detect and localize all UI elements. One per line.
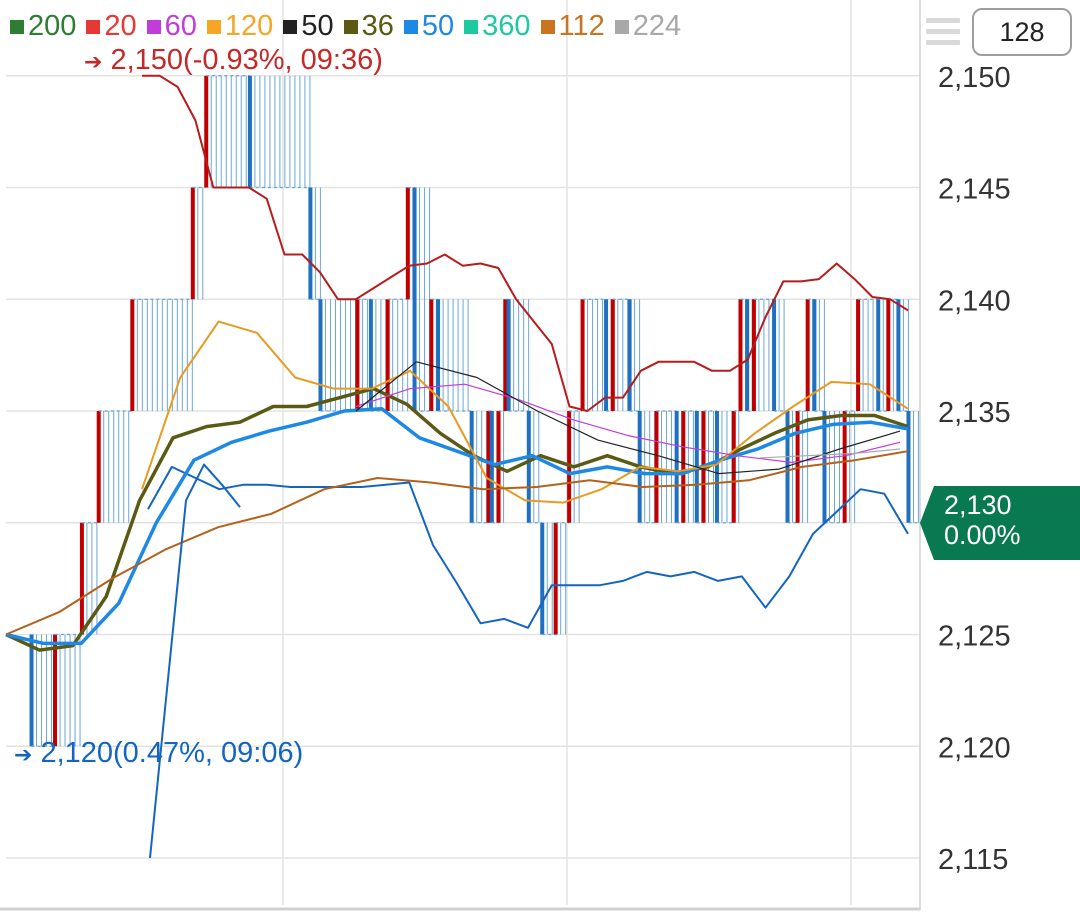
legend-label: 360 bbox=[482, 10, 531, 42]
legend-label: 60 bbox=[164, 10, 197, 42]
legend-label: 36 bbox=[361, 10, 394, 42]
y-tick-label: 2,115 bbox=[938, 844, 1008, 876]
count-button[interactable]: 128 bbox=[972, 8, 1072, 56]
legend-item: 200 bbox=[10, 10, 76, 43]
legend-label: 120 bbox=[224, 10, 274, 42]
low-price-text: 2,120(0.47%, 09:06) bbox=[40, 737, 304, 769]
legend-swatch bbox=[146, 19, 161, 34]
legend-swatch bbox=[464, 19, 479, 34]
current-price-change: 0.00% bbox=[944, 520, 1021, 550]
legend-swatch bbox=[343, 19, 358, 34]
arrow-right-icon: ➔ bbox=[84, 49, 103, 74]
y-tick-label: 2,140 bbox=[938, 285, 1011, 317]
legend-label: 112 bbox=[558, 10, 605, 42]
low-price-label: ➔ 2,120(0.47%, 09:06) bbox=[14, 737, 303, 770]
series-line bbox=[5, 407, 909, 646]
legend-item: 50 bbox=[283, 10, 334, 43]
series-line bbox=[147, 465, 909, 629]
y-tick-label: 2,150 bbox=[938, 62, 1011, 94]
series-line bbox=[759, 448, 901, 459]
legend-label: 50 bbox=[421, 10, 455, 42]
legend-label: 20 bbox=[104, 10, 137, 42]
legend-swatch bbox=[86, 19, 101, 34]
current-price-value: 2,130 bbox=[944, 490, 1012, 520]
y-tick-label: 2,120 bbox=[938, 732, 1011, 764]
legend-item: 360 bbox=[464, 10, 531, 43]
series-line bbox=[355, 383, 901, 463]
current-price-tag: 2,130 0.00% bbox=[920, 486, 1080, 560]
legend-swatch bbox=[206, 19, 221, 34]
legend-swatch bbox=[614, 19, 629, 34]
legend-label: 200 bbox=[28, 10, 77, 42]
series-line bbox=[5, 386, 909, 652]
legend-item: 60 bbox=[146, 10, 197, 43]
legend-item: 112 bbox=[540, 10, 605, 43]
legend-item: 120 bbox=[206, 10, 274, 43]
hamburger-icon[interactable] bbox=[926, 18, 960, 52]
legend-swatch bbox=[403, 19, 418, 34]
series-line bbox=[149, 463, 241, 859]
series-line bbox=[141, 320, 909, 504]
legend-item: 50 bbox=[403, 10, 455, 43]
y-tick-label: 2,135 bbox=[938, 397, 1011, 429]
legend-item: 36 bbox=[343, 10, 394, 43]
arrow-right-icon: ➔ bbox=[14, 742, 33, 767]
y-tick-label: 2,125 bbox=[938, 621, 1011, 653]
y-tick-label: 2,145 bbox=[938, 174, 1011, 206]
legend-swatch bbox=[283, 19, 298, 34]
legend: 200 20 60 120 50 36 50 360 112 224 bbox=[10, 10, 681, 43]
series-line bbox=[5, 450, 909, 636]
legend-swatch bbox=[540, 19, 555, 34]
legend-label: 224 bbox=[632, 10, 682, 42]
legend-label: 50 bbox=[301, 10, 334, 42]
legend-item: 20 bbox=[86, 10, 137, 43]
series-line bbox=[355, 361, 901, 475]
legend-swatch bbox=[10, 19, 24, 34]
series-line bbox=[142, 74, 909, 412]
legend-item: 224 bbox=[614, 10, 682, 43]
high-price-text: 2,150(-0.93%, 09:36) bbox=[110, 44, 383, 76]
high-price-label: ➔ 2,150(-0.93%, 09:36) bbox=[84, 44, 383, 77]
